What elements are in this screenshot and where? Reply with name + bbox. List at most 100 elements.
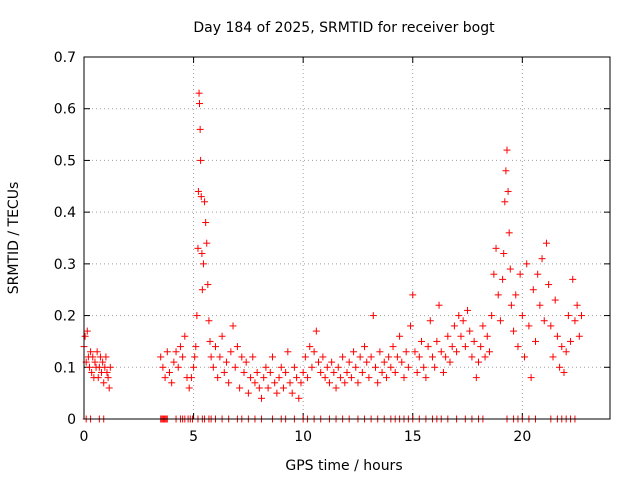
y-axis-label: SRMTID / TECUs xyxy=(6,182,22,295)
data-point xyxy=(472,374,480,382)
data-point xyxy=(260,374,268,382)
data-point xyxy=(387,363,395,371)
data-point xyxy=(165,368,173,376)
data-point xyxy=(240,368,248,376)
data-point xyxy=(88,368,96,376)
data-point xyxy=(308,363,316,371)
data-point xyxy=(367,353,375,361)
data-point xyxy=(573,301,581,309)
data-point xyxy=(564,312,572,320)
data-point xyxy=(424,343,432,351)
chart-title: Day 184 of 2025, SRMTID for receiver bog… xyxy=(193,20,495,36)
data-point xyxy=(179,353,187,361)
x-tick-label: 20 xyxy=(513,429,531,445)
data-point xyxy=(159,363,167,371)
data-point xyxy=(453,348,461,356)
data-point xyxy=(363,358,371,366)
data-point xyxy=(413,368,421,376)
data-point xyxy=(336,374,344,382)
data-point xyxy=(204,281,212,289)
data-point xyxy=(341,379,349,387)
data-point xyxy=(516,270,524,278)
data-point xyxy=(168,379,176,387)
data-point xyxy=(279,384,287,392)
data-point xyxy=(542,239,550,247)
data-point xyxy=(382,374,390,382)
data-point xyxy=(549,353,557,361)
y-tick-label: 0.5 xyxy=(54,153,76,169)
data-point xyxy=(506,265,514,273)
data-point xyxy=(93,348,101,356)
data-point xyxy=(251,379,259,387)
data-point xyxy=(255,384,263,392)
data-point xyxy=(216,353,224,361)
data-point xyxy=(354,379,362,387)
data-point xyxy=(306,343,314,351)
data-point xyxy=(196,125,204,133)
data-point xyxy=(461,343,469,351)
data-point xyxy=(534,270,542,278)
data-point xyxy=(277,363,285,371)
data-point xyxy=(450,322,458,330)
data-point xyxy=(325,379,333,387)
data-point xyxy=(290,363,298,371)
data-point xyxy=(206,337,214,345)
data-point xyxy=(428,353,436,361)
data-point xyxy=(402,348,410,356)
data-point xyxy=(170,358,178,366)
data-point xyxy=(571,317,579,325)
data-point xyxy=(214,374,222,382)
x-tick-label: 0 xyxy=(80,429,89,445)
data-point xyxy=(507,301,515,309)
data-point xyxy=(500,250,508,258)
data-point xyxy=(540,317,548,325)
data-point xyxy=(268,353,276,361)
data-point xyxy=(233,343,241,351)
y-tick-label: 0.3 xyxy=(54,257,76,273)
data-point xyxy=(262,363,270,371)
data-point xyxy=(222,358,230,366)
data-point xyxy=(339,353,347,361)
data-point xyxy=(380,358,388,366)
data-point xyxy=(286,379,294,387)
data-point xyxy=(365,374,373,382)
data-point xyxy=(197,156,205,164)
data-point xyxy=(244,389,252,397)
data-point xyxy=(361,343,369,351)
data-point xyxy=(185,384,193,392)
data-point xyxy=(89,353,97,361)
data-point xyxy=(562,348,570,356)
data-point xyxy=(400,374,408,382)
data-point xyxy=(578,312,586,320)
data-point xyxy=(321,374,329,382)
data-point xyxy=(446,358,454,366)
data-point xyxy=(431,363,439,371)
data-point xyxy=(319,353,327,361)
data-point xyxy=(567,337,575,345)
x-tick-label: 10 xyxy=(294,429,312,445)
data-point xyxy=(547,322,555,330)
data-point xyxy=(271,379,279,387)
y-tick-label: 0.1 xyxy=(54,360,76,376)
data-point xyxy=(284,348,292,356)
data-point xyxy=(91,358,99,366)
data-point xyxy=(157,353,165,361)
data-point xyxy=(393,353,401,361)
data-point xyxy=(492,244,500,252)
data-point xyxy=(312,327,320,335)
data-point xyxy=(192,343,200,351)
data-point xyxy=(435,301,443,309)
data-point xyxy=(483,332,491,340)
data-point xyxy=(323,363,331,371)
data-point xyxy=(203,239,211,247)
data-point xyxy=(266,368,274,376)
data-point xyxy=(205,317,213,325)
data-point xyxy=(468,353,476,361)
y-tick-label: 0.4 xyxy=(54,205,76,221)
data-point xyxy=(369,312,377,320)
data-point xyxy=(420,363,428,371)
data-point xyxy=(87,348,95,356)
data-point xyxy=(556,363,564,371)
y-tick-label: 0.2 xyxy=(54,309,76,325)
